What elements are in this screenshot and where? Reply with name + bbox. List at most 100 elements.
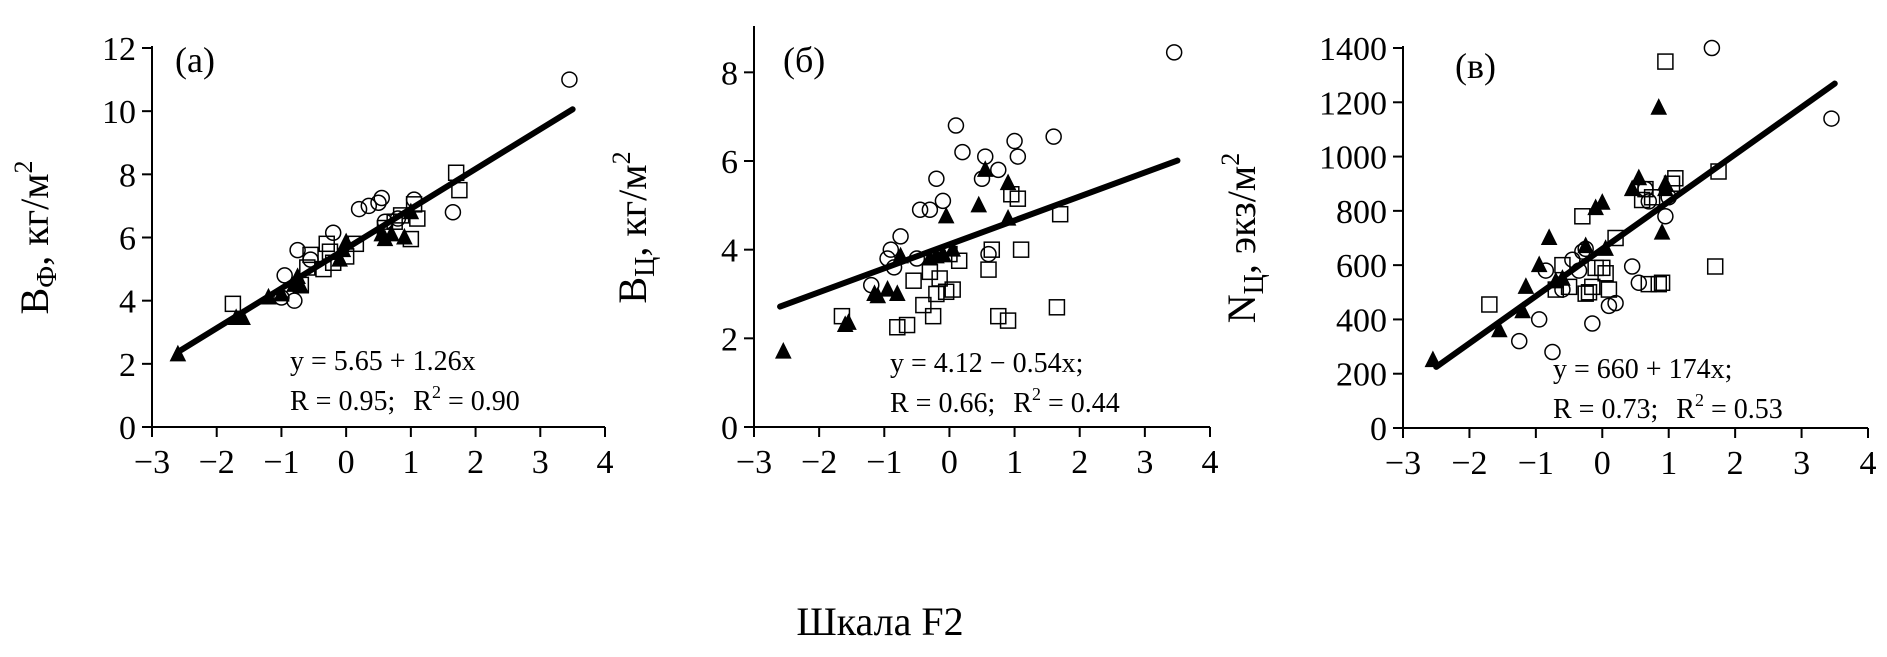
data-point-triangle bbox=[331, 249, 348, 267]
y-axis-label: NЦ, экз/м2 bbox=[1216, 153, 1270, 323]
x-tick-label: 4 bbox=[1860, 445, 1877, 482]
data-point-triangle bbox=[396, 227, 413, 245]
regression-line bbox=[178, 106, 576, 354]
data-point-circle bbox=[1657, 208, 1674, 225]
data-point-triangle bbox=[1424, 350, 1442, 368]
y-axis-label-main: В bbox=[12, 288, 57, 315]
data-point-square bbox=[1009, 190, 1027, 207]
data-point-triangle bbox=[1577, 236, 1594, 254]
data-point-circle bbox=[1823, 110, 1840, 127]
data-point-circle bbox=[934, 192, 952, 210]
y-tick-label: 4 bbox=[721, 233, 738, 270]
y-tick-label: 1000 bbox=[1319, 140, 1387, 177]
panel-c: −3 −2 −1 0 1 2 3 4 0 200 400 600 800 1000 1200 1400 NЦ, … bbox=[1216, 31, 1877, 482]
data-point-triangle bbox=[999, 173, 1017, 191]
x-tick-label: 0 bbox=[338, 444, 355, 481]
regression-line bbox=[1433, 80, 1838, 370]
x-tick-label: −1 bbox=[1518, 445, 1554, 482]
data-point-square bbox=[451, 181, 468, 199]
data-point-square bbox=[889, 319, 906, 336]
regression-stats: R = 0.95; R2 = 0.90 bbox=[290, 382, 520, 417]
r-squared-value: = 0.90 bbox=[441, 386, 520, 417]
x-tick-label: −2 bbox=[1451, 445, 1487, 482]
r-squared-label: R bbox=[413, 386, 432, 417]
y-tick-label: 8 bbox=[721, 55, 738, 92]
panel-label: (в) bbox=[1455, 46, 1496, 86]
y-axis-label-units: , кг/м bbox=[12, 173, 57, 265]
r-squared-label: R bbox=[1013, 388, 1032, 419]
data-point-square bbox=[1597, 265, 1614, 282]
data-point-square bbox=[1643, 189, 1661, 206]
y-axis-label-subscript: Ц bbox=[630, 257, 661, 277]
data-point-circle bbox=[882, 241, 900, 258]
data-point-circle bbox=[1630, 274, 1648, 292]
data-point-triangle bbox=[976, 160, 994, 177]
x-tick-label: −2 bbox=[199, 444, 235, 481]
data-point-square bbox=[1584, 278, 1601, 296]
data-point-triangle bbox=[1657, 174, 1674, 191]
data-point-triangle bbox=[1653, 222, 1671, 240]
data-point-circle bbox=[370, 194, 387, 212]
data-point-triangle bbox=[944, 240, 961, 257]
regression-equation: y = 5.65 + 1.26x bbox=[290, 346, 476, 377]
r-squared-superscript: 2 bbox=[1695, 390, 1704, 410]
x-tick-label: 1 bbox=[1660, 445, 1677, 482]
data-point-circle bbox=[911, 201, 929, 219]
data-point-square bbox=[1012, 241, 1030, 258]
regression-line bbox=[777, 157, 1181, 310]
data-point-circle bbox=[1607, 294, 1624, 312]
r-squared-value: = 0.44 bbox=[1041, 388, 1120, 419]
data-point-square bbox=[1633, 191, 1651, 209]
data-point-square bbox=[924, 307, 942, 325]
data-point-triangle bbox=[879, 279, 896, 297]
y-axis-label-units: , экз/м bbox=[1219, 166, 1264, 274]
data-point-triangle bbox=[840, 313, 857, 330]
data-point-triangle bbox=[1630, 168, 1648, 186]
y-axis-label-main: N bbox=[1219, 294, 1264, 323]
data-point-circle bbox=[373, 189, 390, 207]
data-point-triangle bbox=[889, 284, 906, 301]
data-point-circle bbox=[990, 161, 1007, 179]
data-point-circle bbox=[1544, 343, 1561, 361]
data-point-square bbox=[1653, 274, 1671, 292]
y-tick-label: 12 bbox=[102, 31, 136, 68]
data-point-square bbox=[983, 241, 1001, 258]
y-axis-label-units: , кг/м bbox=[610, 164, 655, 256]
data-point-circle bbox=[947, 117, 965, 134]
data-point-circle bbox=[980, 245, 997, 263]
y-axis-label-main: В bbox=[610, 277, 655, 304]
data-point-square bbox=[937, 283, 955, 301]
x-tick-label: 3 bbox=[1136, 444, 1153, 481]
y-tick-label: 2 bbox=[119, 347, 136, 384]
y-axis-label-subscript: Ц bbox=[1239, 274, 1270, 294]
data-point-square bbox=[1657, 53, 1674, 70]
regression-stats: R = 0.66; R2 = 0.44 bbox=[890, 384, 1120, 419]
y-axis-label: ВФ, кг/м2 bbox=[9, 160, 63, 314]
data-point-circle bbox=[1530, 311, 1548, 328]
data-point-circle bbox=[1165, 44, 1183, 61]
data-point-circle bbox=[1045, 128, 1062, 145]
y-tick-label: 10 bbox=[102, 94, 136, 131]
data-point-square bbox=[905, 272, 922, 289]
r-squared-superscript: 2 bbox=[432, 382, 441, 402]
data-point-square bbox=[915, 296, 932, 314]
data-point-square bbox=[224, 295, 242, 313]
data-point-circle bbox=[324, 224, 342, 242]
data-point-square bbox=[1574, 208, 1591, 225]
data-point-triangle bbox=[1517, 277, 1535, 294]
y-tick-label: 200 bbox=[1336, 357, 1387, 394]
correlation-r: R = 0.66; bbox=[890, 388, 995, 419]
data-point-square bbox=[898, 316, 916, 334]
panel-label: (б) bbox=[783, 40, 825, 80]
data-point-square bbox=[980, 261, 997, 278]
x-tick-label: 4 bbox=[597, 444, 614, 481]
regression-equation: y = 660 + 174x; bbox=[1553, 354, 1732, 385]
data-point-circle bbox=[1009, 148, 1027, 165]
data-point-circle bbox=[1511, 332, 1528, 350]
y-axis-label-superscript: 2 bbox=[9, 160, 38, 173]
data-point-triangle bbox=[1650, 98, 1668, 115]
data-point-square bbox=[1048, 299, 1066, 316]
data-point-square bbox=[302, 246, 319, 264]
data-point-square bbox=[1580, 284, 1598, 301]
x-tick-label: 1 bbox=[402, 444, 419, 481]
